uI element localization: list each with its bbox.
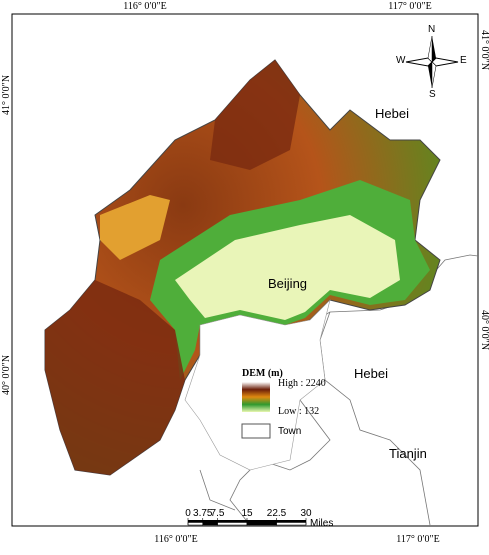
graticule-label: 117° 0′0″E bbox=[396, 534, 440, 545]
region-label: Tianjin bbox=[389, 446, 427, 461]
region-label: Beijing bbox=[268, 276, 307, 291]
scale-segment bbox=[246, 522, 277, 526]
scale-label: 22.5 bbox=[267, 508, 287, 519]
graticule-label: 41° 0′0″N bbox=[1, 75, 12, 115]
graticule-label: 40° 0′0″N bbox=[1, 355, 12, 395]
basin bbox=[100, 195, 170, 260]
scale-label: 3.75 bbox=[193, 508, 213, 519]
scale-segment bbox=[276, 520, 306, 523]
compass-label: N bbox=[428, 24, 435, 35]
scale-segment bbox=[188, 520, 203, 523]
legend: DEM (m) High : 2240 Low : 132 Town bbox=[241, 368, 326, 439]
legend-town bbox=[241, 423, 271, 439]
west-mountains bbox=[45, 280, 185, 475]
scale-label: 7.5 bbox=[211, 508, 225, 519]
scale-segment bbox=[247, 520, 277, 523]
region-label: Hebei bbox=[375, 106, 409, 121]
region-label: Hebei bbox=[354, 366, 388, 381]
scale-label: 15 bbox=[241, 508, 253, 519]
compass-label: E bbox=[460, 55, 467, 66]
legend-label: Town bbox=[278, 426, 301, 437]
graticule-label: 116° 0′0″E bbox=[123, 1, 167, 12]
compass: N S W E bbox=[396, 24, 467, 100]
graticule-label: 40° 0′0″N bbox=[479, 310, 489, 350]
legend-ramp bbox=[242, 382, 270, 412]
legend-label: High : 2240 bbox=[278, 378, 326, 389]
compass-label: W bbox=[396, 55, 406, 66]
scale-label: 0 bbox=[185, 508, 191, 519]
scale-segment bbox=[202, 522, 218, 526]
scale-segment bbox=[217, 522, 248, 526]
graticule-label: 117° 0′0″E bbox=[388, 1, 432, 12]
scale-unit: Miles bbox=[310, 518, 333, 529]
graticule-label: 116° 0′0″E bbox=[154, 534, 198, 545]
scale-label: 30 bbox=[300, 508, 312, 519]
north-mountains bbox=[210, 60, 300, 170]
scale-segment bbox=[202, 520, 218, 523]
scale-segment bbox=[217, 520, 247, 523]
graticule-label: 41° 0′0″N bbox=[479, 30, 489, 70]
compass-label: S bbox=[429, 89, 436, 100]
legend-title: DEM (m) bbox=[242, 368, 283, 379]
plain bbox=[175, 215, 400, 320]
scale-segment bbox=[276, 522, 307, 526]
scale-segment bbox=[187, 522, 203, 526]
legend-label: Low : 132 bbox=[278, 406, 319, 417]
